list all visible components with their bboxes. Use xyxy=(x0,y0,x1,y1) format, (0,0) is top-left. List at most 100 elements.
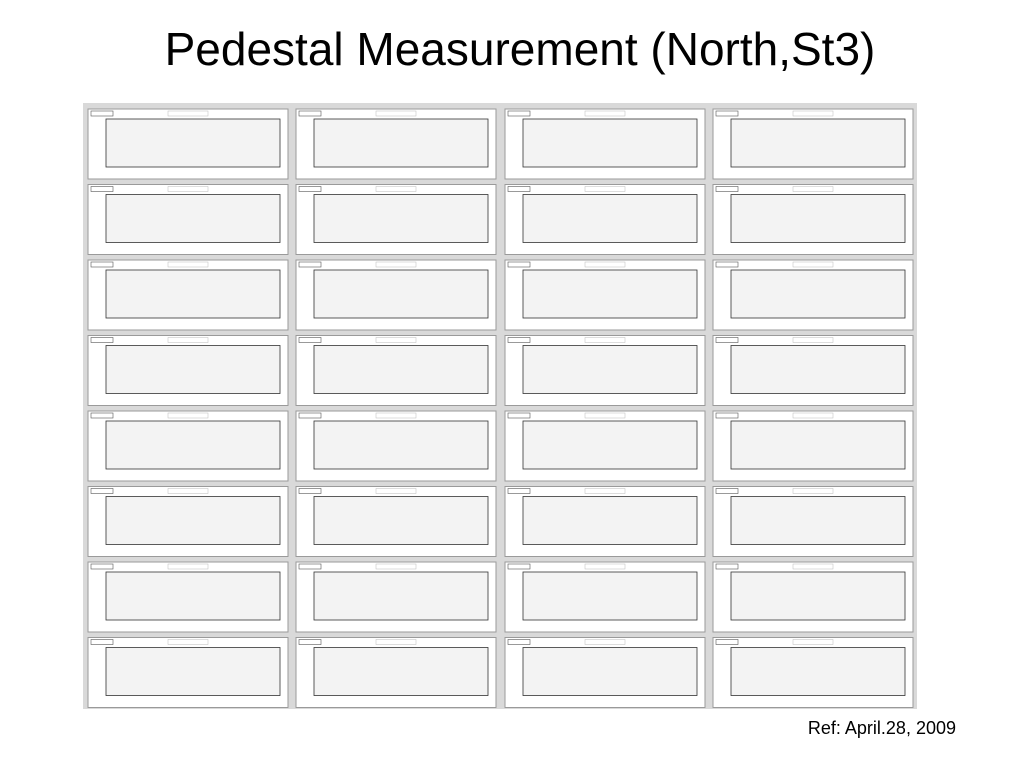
panel-label-box xyxy=(375,563,417,570)
panel-plot-area xyxy=(522,496,698,545)
panel-label-box xyxy=(792,110,834,117)
panel-label-box xyxy=(375,110,417,117)
panel-plot-area xyxy=(105,345,281,394)
panel-stat-box xyxy=(298,110,322,117)
panel-stat-box xyxy=(715,261,739,268)
panel-label-box xyxy=(375,639,417,645)
panel-stat-box xyxy=(90,261,114,268)
panel-label-box xyxy=(375,261,417,268)
panel-label-box xyxy=(792,563,834,570)
panel-label-box xyxy=(375,337,417,343)
panel-plot-area xyxy=(105,571,281,621)
panel-plot-area xyxy=(522,118,698,168)
panel-plot-area xyxy=(313,118,489,168)
panel-stat-box xyxy=(90,186,114,192)
panel-label-box xyxy=(584,110,626,117)
panel-plot-area xyxy=(105,647,281,696)
panel-label-box xyxy=(167,261,209,268)
panel-plot-area xyxy=(313,647,489,696)
panel-stat-box xyxy=(715,186,739,192)
panel-stat-box xyxy=(90,337,114,343)
panel-stat-box xyxy=(507,639,531,645)
panel-plot-area xyxy=(313,420,489,470)
plot-grid xyxy=(83,103,917,709)
panel-plot-area xyxy=(730,345,906,394)
panel-plot-area xyxy=(522,345,698,394)
panel-stat-box xyxy=(715,488,739,494)
panel-plot-area xyxy=(522,571,698,621)
panel-plot-area xyxy=(730,194,906,243)
panel-label-box xyxy=(792,261,834,268)
panel-stat-box xyxy=(90,412,114,419)
panel-label-box xyxy=(167,639,209,645)
panel-label-box xyxy=(792,186,834,192)
panel-stat-box xyxy=(507,110,531,117)
panel-plot-area xyxy=(105,420,281,470)
panel-stat-box xyxy=(715,563,739,570)
panel-plot-area xyxy=(730,269,906,319)
panel-stat-box xyxy=(715,110,739,117)
panel-stat-box xyxy=(298,412,322,419)
panel-plot-area xyxy=(730,496,906,545)
panel-plot-area xyxy=(105,496,281,545)
panel-stat-box xyxy=(507,261,531,268)
panel-stat-box xyxy=(90,110,114,117)
panel-stat-box xyxy=(90,563,114,570)
panel-stat-box xyxy=(298,488,322,494)
panel-label-box xyxy=(584,412,626,419)
panel-label-box xyxy=(167,412,209,419)
panel-stat-box xyxy=(715,337,739,343)
panel-plot-area xyxy=(522,420,698,470)
panel-stat-box xyxy=(298,563,322,570)
panel-plot-area xyxy=(313,496,489,545)
panel-label-box xyxy=(584,337,626,343)
panel-stat-box xyxy=(90,639,114,645)
panel-label-box xyxy=(167,186,209,192)
panel-stat-box xyxy=(507,337,531,343)
panel-plot-area xyxy=(313,345,489,394)
panel-plot-area xyxy=(313,269,489,319)
panel-label-box xyxy=(584,488,626,494)
panel-plot-area xyxy=(730,420,906,470)
panel-plot-area xyxy=(105,194,281,243)
panel-label-box xyxy=(584,563,626,570)
panel-stat-box xyxy=(715,639,739,645)
panel-label-box xyxy=(375,186,417,192)
panel-stat-box xyxy=(507,412,531,419)
panel-plot-area xyxy=(522,269,698,319)
panel-label-box xyxy=(167,337,209,343)
panel-stat-box xyxy=(298,186,322,192)
panel-stat-box xyxy=(90,488,114,494)
panel-label-box xyxy=(167,110,209,117)
panel-label-box xyxy=(792,488,834,494)
panel-plot-area xyxy=(522,647,698,696)
panel-plot-area xyxy=(730,571,906,621)
panel-plot-area xyxy=(522,194,698,243)
panel-plot-area xyxy=(105,269,281,319)
panel-label-box xyxy=(167,488,209,494)
panel-plot-area xyxy=(105,118,281,168)
panel-plot-area xyxy=(730,647,906,696)
panel-label-box xyxy=(584,186,626,192)
panel-stat-box xyxy=(298,261,322,268)
panel-stat-box xyxy=(715,412,739,419)
panel-label-box xyxy=(375,412,417,419)
reference: Ref: April.28, 2009 xyxy=(807,718,956,738)
panel-plot-area xyxy=(313,571,489,621)
panel-stat-box xyxy=(298,337,322,343)
slide-title: Pedestal Measurement (North,St3) xyxy=(164,23,876,75)
panel-label-box xyxy=(792,412,834,419)
panel-label-box xyxy=(792,639,834,645)
panel-plot-area xyxy=(313,194,489,243)
panel-label-box xyxy=(792,337,834,343)
panel-plot-area xyxy=(730,118,906,168)
panel-stat-box xyxy=(507,563,531,570)
panel-label-box xyxy=(167,563,209,570)
panel-label-box xyxy=(584,639,626,645)
panel-label-box xyxy=(375,488,417,494)
panel-label-box xyxy=(584,261,626,268)
panel-stat-box xyxy=(298,639,322,645)
panel-stat-box xyxy=(507,488,531,494)
panel-stat-box xyxy=(507,186,531,192)
